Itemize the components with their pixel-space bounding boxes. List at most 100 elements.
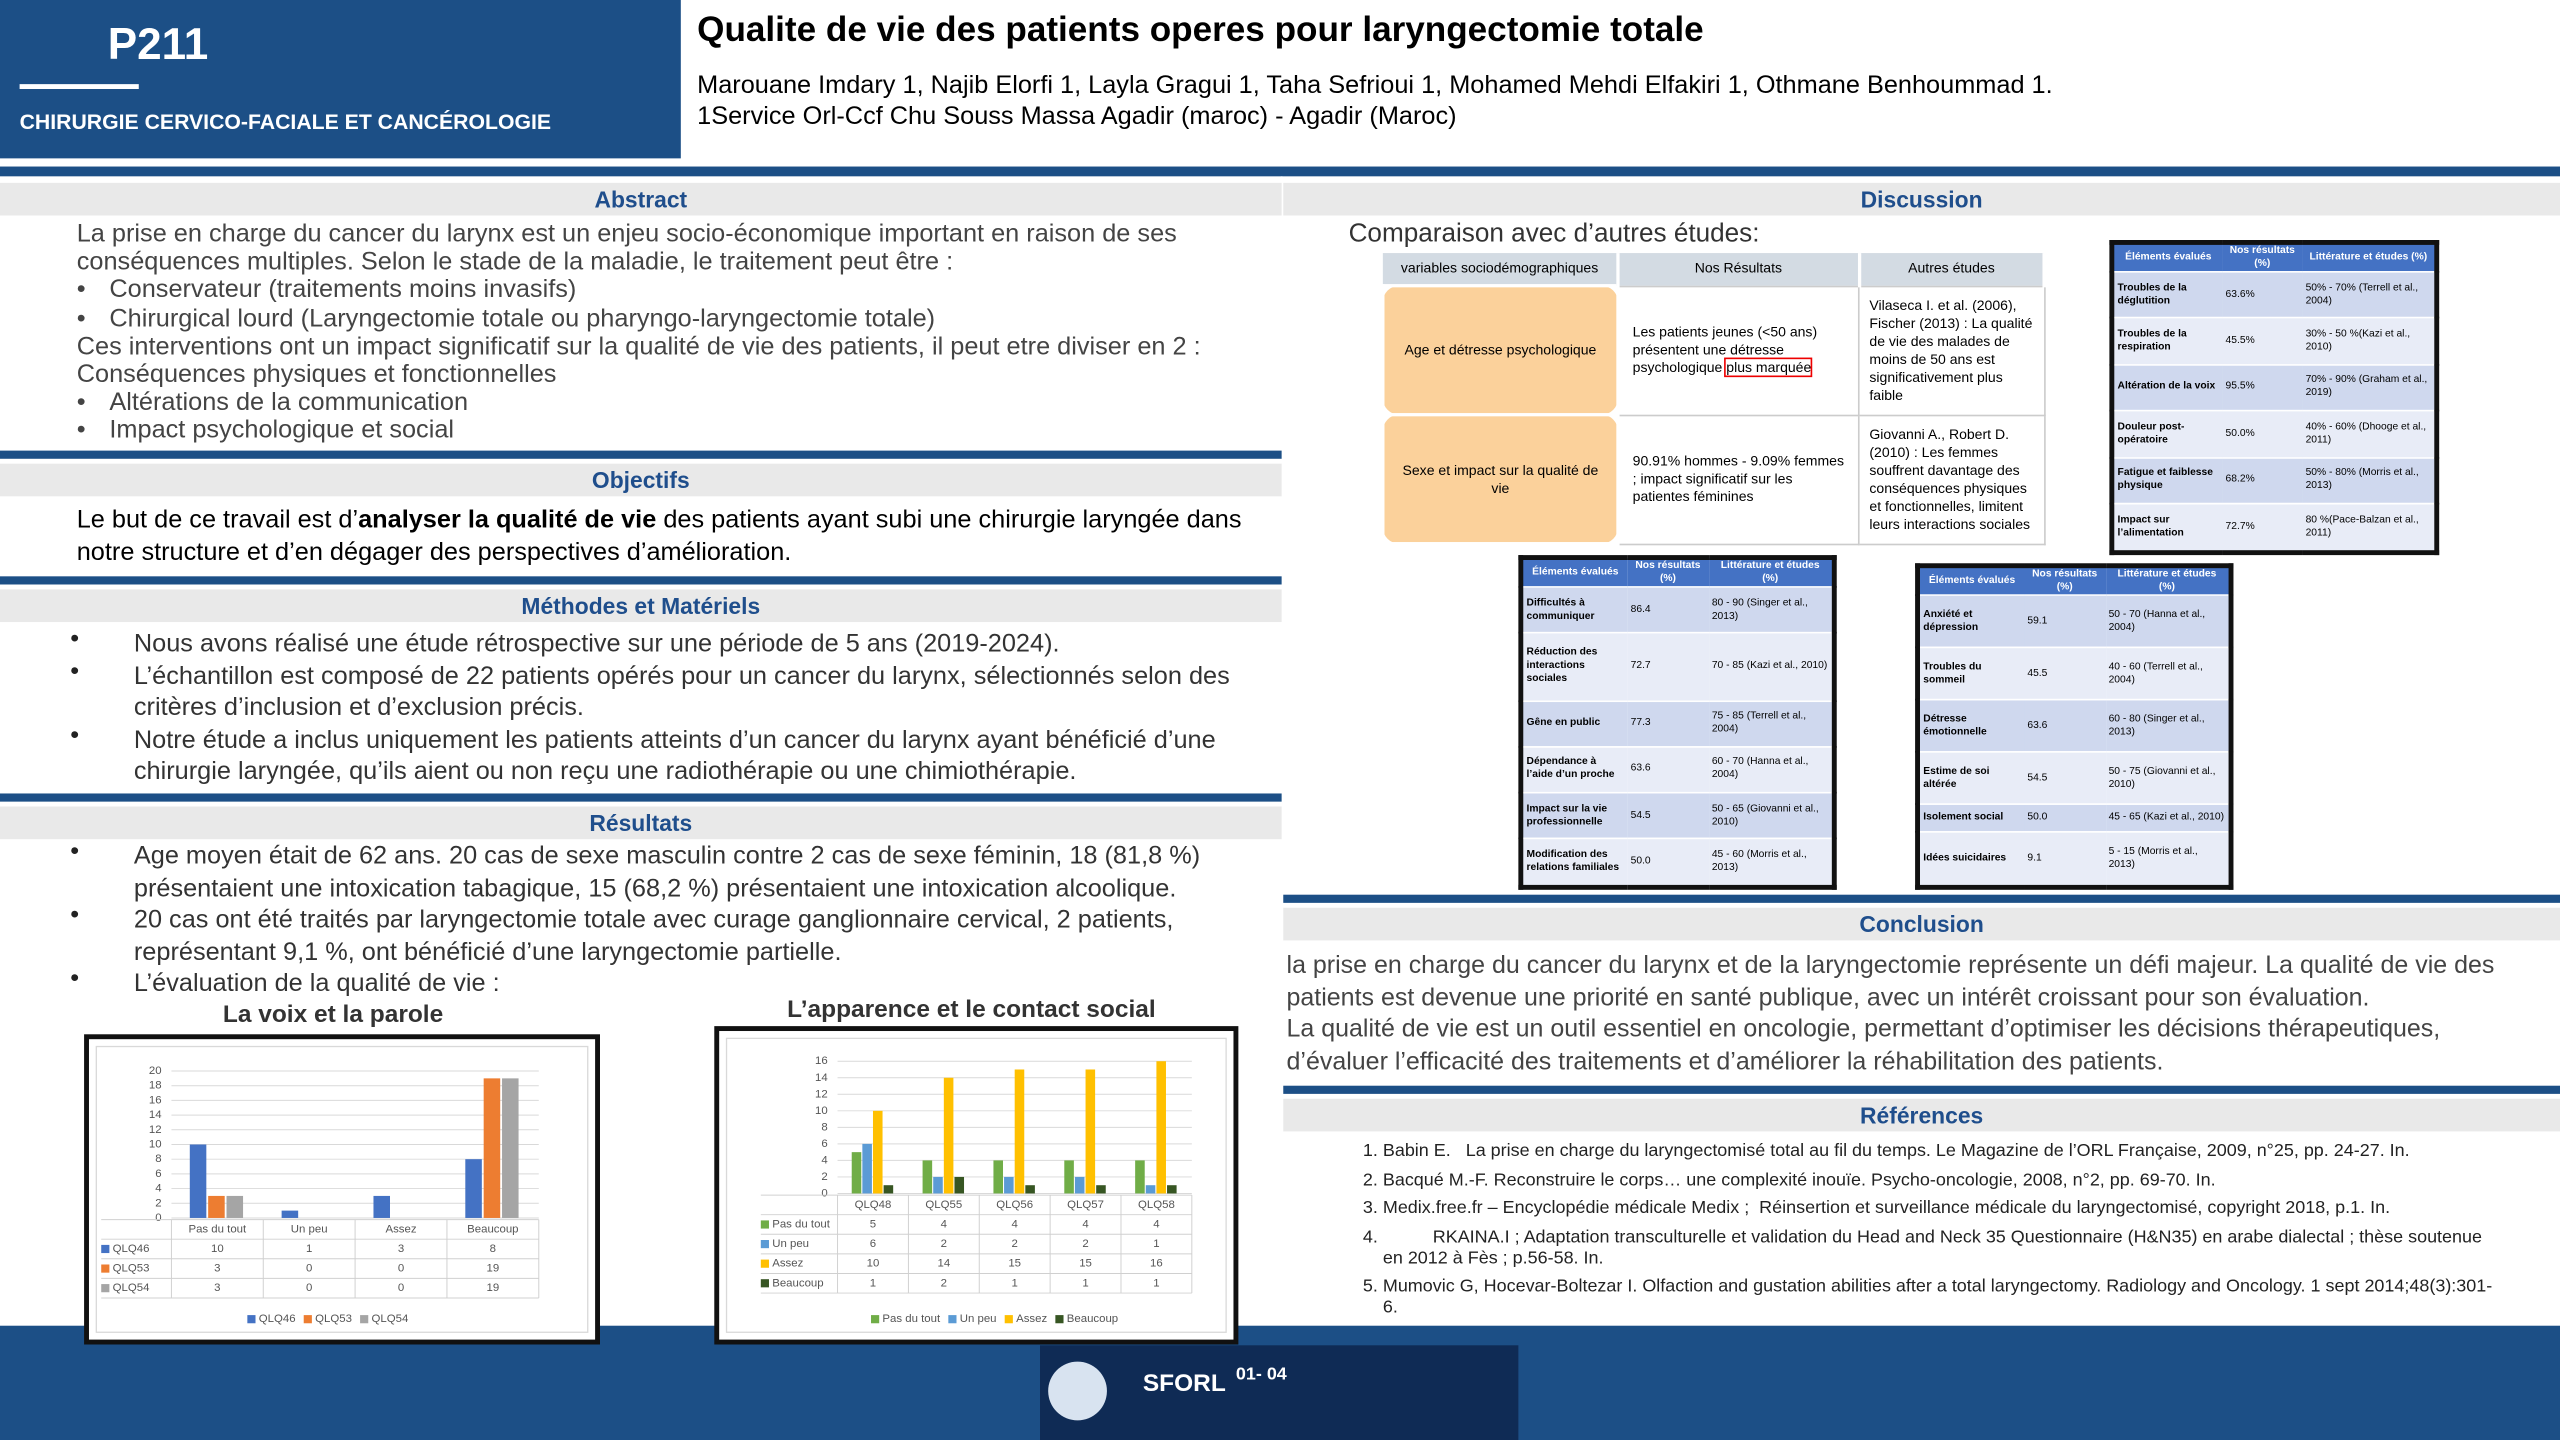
header-badge: [0, 0, 681, 159]
table-value: 0: [306, 1263, 312, 1275]
legend-swatch: [1055, 1315, 1064, 1324]
table-value: 1: [1153, 1277, 1159, 1289]
legend-swatch: [303, 1315, 312, 1324]
legend-swatch: [948, 1315, 957, 1324]
result-cell: 90.91% hommes - 9.09% femmes ; impact si…: [1617, 413, 1860, 545]
table-value: 3: [214, 1263, 220, 1275]
table-cell: 30% - 50 %(Kazi et al., 2010): [2305, 328, 2411, 353]
table-header: Littérature et études (%): [2117, 568, 2217, 593]
y-tick-label: 0: [155, 1212, 161, 1224]
y-tick-label: 8: [821, 1121, 827, 1133]
table-series-name: Un peu: [772, 1238, 809, 1250]
table-row: Modification des relations familiales 50.…: [1520, 838, 1835, 888]
chart-inner: [725, 1037, 1227, 1333]
table-value: 19: [487, 1282, 500, 1294]
results-table: Éléments évalués Nos résultats (%) Littéra…: [1518, 555, 1837, 890]
table-row: Impact sur l’alimentation 72.7% 80 %(Pace-…: [2111, 503, 2437, 553]
bar: [465, 1159, 482, 1218]
table-value: 14: [937, 1258, 950, 1270]
legend-label: QLQ46: [259, 1313, 296, 1325]
bullet-item: • Notre étude a inclus uniquement les pat…: [70, 721, 1253, 788]
paragraph: Conséquences physiques et fonctionnelles: [77, 361, 1269, 389]
poster-title: Qualite de vie des patients operes pour …: [697, 9, 1704, 49]
y-tick-label: 6: [821, 1138, 827, 1150]
table-row: Estime de soi altérée 54.5 50 - 75 (Giovan…: [1917, 751, 2232, 805]
abstract-text: Ces interventions ont un impact signific…: [76, 332, 1201, 361]
section-rule: [0, 450, 1282, 459]
table-header: Nos résultats (%): [2032, 568, 2098, 593]
table-cell: 72.7%: [2225, 520, 2255, 533]
bar: [1074, 1176, 1085, 1194]
bullet-text: L’évaluation de la qualité de vie :: [133, 969, 500, 998]
table-cell: Troubles de la déglutition: [2117, 281, 2187, 307]
table-series-name: QLQ53: [113, 1263, 150, 1275]
bullet-item: • L’échantillon est composé de 22 patient…: [70, 657, 1253, 724]
bar: [883, 1185, 894, 1194]
variable-cell: Age et détresse psychologique: [1381, 284, 1620, 417]
section-heading: Méthodes et Matériels: [521, 592, 761, 619]
table-value: 2: [1082, 1238, 1088, 1250]
poster-code: P211: [107, 19, 209, 69]
bullet-text: Notre étude a inclus uniquement les pati…: [133, 725, 1216, 786]
bullet-text: Age moyen était de 62 ans. 20 cas de sex…: [133, 842, 1201, 903]
table-cell: 95.5%: [2225, 381, 2255, 393]
y-tick-label: 16: [149, 1094, 162, 1106]
table-cell: 40 - 60 (Terrell et al., 2004): [2108, 660, 2203, 685]
reference: Bacqué M.-F. Reconstruire le corps… une …: [1383, 1170, 2493, 1191]
section-heading: Abstract: [594, 186, 688, 213]
table-cell: Anxiété et dépression: [1923, 608, 1979, 633]
section-heading-bar: [1283, 1098, 2560, 1132]
table-swatch: [760, 1240, 769, 1249]
table-cell: 50% - 70% (Terrell et al., 2004): [2305, 281, 2419, 307]
table-row: Douleur post-opératoire 50.0% 40% - 60% (D…: [2111, 410, 2437, 458]
table-value: 4: [1153, 1219, 1160, 1231]
variable-cell: Sexe et impact sur la qualité de vie: [1381, 413, 1620, 546]
table-swatch: [760, 1220, 769, 1229]
legend-label: QLQ53: [315, 1313, 352, 1325]
table-header: Nos résultats (%): [2229, 244, 2295, 270]
section-heading: Objectifs: [591, 466, 690, 494]
section-heading-bar: [0, 806, 1282, 840]
chart-title: L’apparence et le contact social: [787, 996, 1156, 1023]
table-series-name: Pas du tout: [772, 1219, 831, 1231]
bullet: •: [76, 276, 86, 305]
table-header: Éléments évalués: [1928, 574, 2016, 587]
table-cell: 63.6: [2027, 719, 2048, 731]
section-heading: Discussion: [1860, 186, 1983, 213]
bar: [1064, 1160, 1074, 1194]
legend-label: Un peu: [960, 1313, 997, 1325]
objectif-text: Le but de ce travail est d’: [76, 506, 359, 534]
abstract-text: Conséquences physiques et fonctionnelles: [76, 360, 557, 389]
bar: [872, 1110, 883, 1194]
legend-swatch: [871, 1315, 880, 1324]
bullet: •: [70, 657, 80, 685]
table-row: Isolement social 50.0 45 - 65 (Kazi et al.…: [1917, 804, 2232, 832]
bar: [502, 1078, 519, 1218]
section-rule: [0, 793, 1282, 802]
objectif-text: des patients ayant subi une chirurgie la…: [76, 506, 1242, 567]
table-cell: 54.5: [1630, 809, 1651, 821]
paragraph: Ces interventions ont un impact signific…: [77, 333, 1269, 361]
table-header: Nos résultats (%): [1635, 560, 1701, 585]
bullet-item: • Altérations de la communication: [77, 389, 1269, 417]
objectif-text: analyser la qualité de vie: [358, 506, 657, 534]
table-header-row: Éléments évalués Nos résultats (%) Littéra…: [2111, 242, 2437, 272]
resultats-list: • Age moyen était de 62 ans. 20 cas de se…: [70, 838, 1253, 1000]
table-row: Sexe et impact sur la qualité de vie 90.9…: [1381, 413, 2045, 546]
table-value: 4: [941, 1219, 948, 1231]
y-tick-label: 10: [149, 1139, 162, 1151]
table-cell: 45.5%: [2225, 334, 2255, 347]
y-tick-label: 20: [149, 1065, 162, 1077]
table-cell: 9.1: [2027, 852, 2042, 864]
table-cell: 63.6: [1630, 763, 1651, 775]
y-tick-label: 10: [815, 1105, 828, 1117]
table-cell: 75 - 85 (Terrell et al., 2004): [1711, 710, 1807, 735]
section-heading-bar: [0, 463, 1282, 497]
bar: [943, 1077, 954, 1194]
result-text: 90.91% hommes - 9.09% femmes ; impact si…: [1632, 452, 1845, 505]
table-cell: Troubles de la respiration: [2117, 328, 2187, 353]
bar: [954, 1176, 965, 1194]
table-cell: 60 - 80 (Singer et al., 2013): [2108, 712, 2205, 738]
legend-label: Pas du tout: [882, 1313, 941, 1325]
